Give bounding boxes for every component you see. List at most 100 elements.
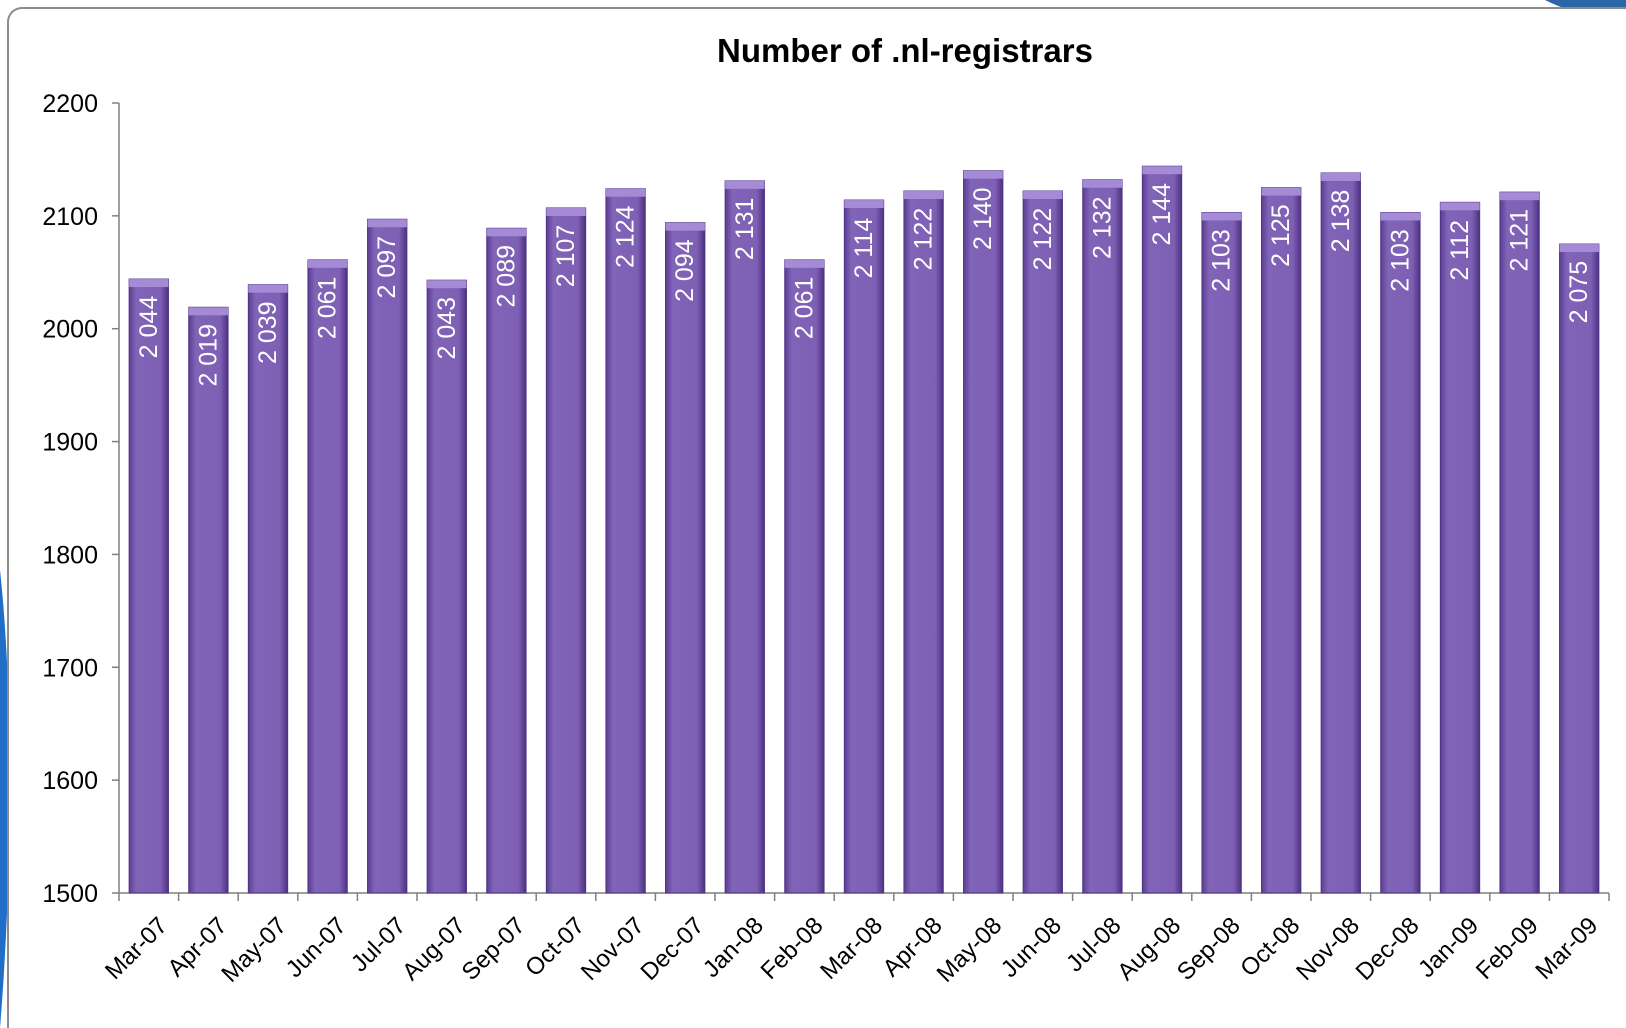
bar (247, 284, 289, 894)
bar-group: 2 044 (128, 278, 169, 894)
bar-top-highlight (1023, 191, 1063, 200)
bar-group: 2 124 (605, 188, 646, 894)
bar-top-highlight (844, 200, 884, 209)
bar (843, 199, 885, 894)
bar-top-highlight (1380, 212, 1421, 221)
bar (367, 218, 408, 894)
bar-top-highlight (1201, 212, 1242, 221)
axes: 1500 1600 1700 1800 1900 2000 2100 2200 (42, 90, 1610, 908)
bar-group: 2 114 (843, 199, 885, 894)
bar (1380, 211, 1421, 894)
bar (128, 278, 169, 894)
bar (188, 306, 229, 894)
bar-value-label: 2 019 (194, 324, 222, 387)
bar-value-label: 2 061 (790, 277, 818, 340)
y-tick-label: 1700 (42, 654, 98, 682)
bar-group: 2 132 (1082, 179, 1123, 894)
bar-group: 2 043 (426, 279, 467, 894)
bar-value-label: 2 094 (671, 239, 699, 302)
bar-value-label: 2 103 (1208, 229, 1236, 292)
bar-group: 2 103 (1380, 211, 1421, 894)
bar-value-label: 2 121 (1506, 209, 1534, 272)
bar-top-highlight (546, 207, 586, 216)
bar-value-label: 2 107 (552, 225, 580, 288)
bar-group: 2 103 (1201, 211, 1242, 894)
bar-group: 2 131 (724, 180, 765, 894)
bar-value-label: 2 144 (1148, 183, 1176, 246)
bar (1022, 190, 1063, 894)
bar-top-highlight (367, 219, 407, 228)
bar-group: 2 097 (367, 218, 408, 894)
bar-group: 2 138 (1320, 172, 1361, 894)
bar-top-highlight (1082, 179, 1123, 188)
bar-value-label: 2 112 (1446, 220, 1474, 281)
bar-value-label: 2 089 (492, 245, 520, 308)
bar (486, 227, 527, 894)
bar-top-highlight (307, 259, 348, 268)
chart-title: Number of .nl-registrars (717, 32, 1093, 69)
bar-value-label: 2 097 (373, 236, 401, 299)
bar (545, 207, 587, 894)
bar-top-highlight (129, 279, 169, 288)
y-tick-label: 1900 (42, 429, 98, 457)
bar-value-label: 2 125 (1267, 204, 1295, 267)
bar-value-label: 2 044 (135, 296, 163, 359)
bar-top-highlight (188, 307, 229, 316)
bar-group: 2 112 (1439, 201, 1481, 894)
bar-group: 2 107 (545, 207, 587, 894)
bar (1201, 211, 1242, 894)
bar (903, 190, 944, 894)
bar (1261, 187, 1302, 894)
bar-group: 2 019 (188, 306, 229, 894)
y-tick-label: 2100 (42, 203, 98, 231)
bar (605, 188, 646, 894)
bar-value-label: 2 103 (1386, 229, 1414, 292)
bar (1320, 172, 1361, 894)
bar-group: 2 125 (1261, 187, 1302, 894)
bar-group: 2 122 (903, 190, 944, 894)
y-tick-label: 1800 (42, 541, 98, 569)
bar (724, 180, 765, 894)
bar-top-highlight (486, 228, 527, 237)
bar-value-label: 2 131 (731, 198, 759, 261)
bar-group: 2 061 (307, 259, 348, 894)
y-tick-label: 2200 (42, 90, 98, 118)
y-tick-label: 1600 (42, 767, 98, 795)
bar-value-label: 2 043 (433, 297, 461, 360)
bar (1439, 201, 1481, 894)
bar-top-highlight (248, 284, 288, 293)
bar-top-highlight (784, 259, 825, 268)
bar-top-highlight (963, 170, 1003, 179)
bar-value-label: 2 140 (969, 187, 997, 250)
bar (426, 279, 467, 894)
bar (1082, 179, 1123, 894)
bar-value-label: 2 114 (850, 218, 878, 279)
bar-top-highlight (665, 222, 705, 231)
bar-group: 2 121 (1499, 191, 1540, 894)
bar (665, 222, 706, 894)
bar-top-highlight (1559, 244, 1599, 253)
bar-top-highlight (605, 188, 646, 197)
bar-value-label: 2 138 (1327, 190, 1355, 253)
bars-group: 2 044 2 019 2 039 2 061 2 097 2 043 2 089 2 107… (128, 165, 1600, 894)
bar-value-label: 2 061 (314, 277, 342, 340)
bar (1141, 165, 1183, 894)
bar (784, 259, 825, 894)
bar-group: 2 122 (1022, 190, 1063, 894)
bar-group: 2 039 (247, 284, 289, 894)
bar-value-label: 2 075 (1565, 261, 1593, 324)
bar-group: 2 089 (486, 227, 527, 894)
bar-value-label: 2 122 (1029, 208, 1057, 271)
bar-top-highlight (903, 191, 944, 200)
bar-group: 2 075 (1559, 243, 1600, 894)
bar-value-label: 2 122 (910, 208, 938, 271)
bar (963, 170, 1004, 894)
bar-top-highlight (725, 180, 765, 189)
bar-value-label: 2 132 (1088, 196, 1116, 259)
bar-group: 2 094 (665, 222, 706, 894)
y-tick-label: 2000 (42, 316, 98, 344)
bar (307, 259, 348, 894)
bar-group: 2 061 (784, 259, 825, 894)
